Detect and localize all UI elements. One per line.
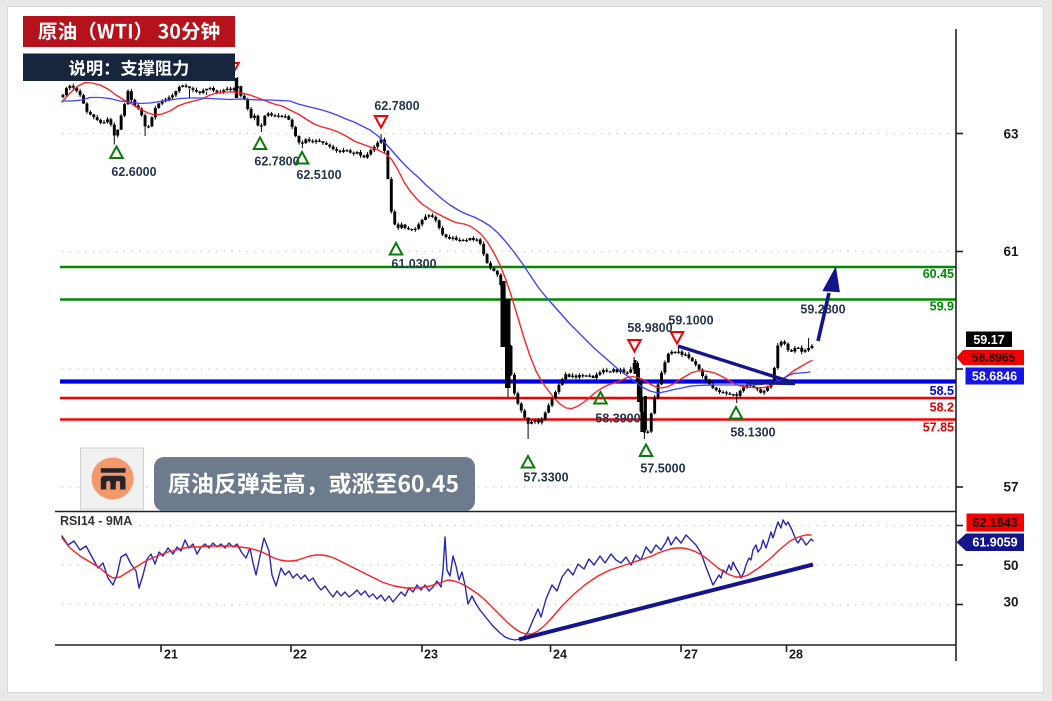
svg-text:50: 50 <box>1003 558 1018 573</box>
svg-text:57: 57 <box>1003 480 1018 495</box>
svg-text:59.1000: 59.1000 <box>668 314 713 328</box>
svg-text:61.0300: 61.0300 <box>391 257 436 271</box>
svg-text:23: 23 <box>424 648 438 662</box>
svg-text:62.5100: 62.5100 <box>296 168 341 182</box>
svg-text:63: 63 <box>1003 127 1019 142</box>
svg-text:28: 28 <box>789 648 803 662</box>
svg-text:57.85: 57.85 <box>923 421 954 435</box>
svg-text:62.7800: 62.7800 <box>374 99 419 113</box>
svg-text:58.1300: 58.1300 <box>730 426 775 440</box>
svg-text:57.5000: 57.5000 <box>640 462 685 476</box>
svg-text:60.45: 60.45 <box>923 267 954 281</box>
svg-text:21: 21 <box>164 648 178 662</box>
svg-text:58.9800: 58.9800 <box>627 321 672 335</box>
svg-text:58.8965: 58.8965 <box>972 351 1016 365</box>
svg-text:58.5: 58.5 <box>930 384 954 398</box>
svg-text:58.3900: 58.3900 <box>595 412 640 426</box>
svg-text:59.9: 59.9 <box>930 300 954 314</box>
svg-text:62.1843: 62.1843 <box>972 516 1017 530</box>
svg-text:62.7800: 62.7800 <box>254 155 299 169</box>
svg-text:22: 22 <box>293 648 307 662</box>
svg-text:62.6000: 62.6000 <box>111 165 156 179</box>
svg-text:58.6846: 58.6846 <box>972 370 1017 384</box>
svg-text:59.17: 59.17 <box>973 333 1004 347</box>
svg-text:24: 24 <box>553 648 567 662</box>
svg-text:58.2: 58.2 <box>930 401 954 415</box>
svg-text:RSI14 - 9MA: RSI14 - 9MA <box>60 514 132 528</box>
svg-text:61: 61 <box>1003 244 1019 259</box>
svg-text:59.2800: 59.2800 <box>800 303 845 317</box>
svg-text:30: 30 <box>1003 595 1018 610</box>
svg-text:27: 27 <box>684 648 698 662</box>
svg-text:57.3300: 57.3300 <box>523 471 568 485</box>
svg-text:61.9059: 61.9059 <box>972 536 1017 550</box>
